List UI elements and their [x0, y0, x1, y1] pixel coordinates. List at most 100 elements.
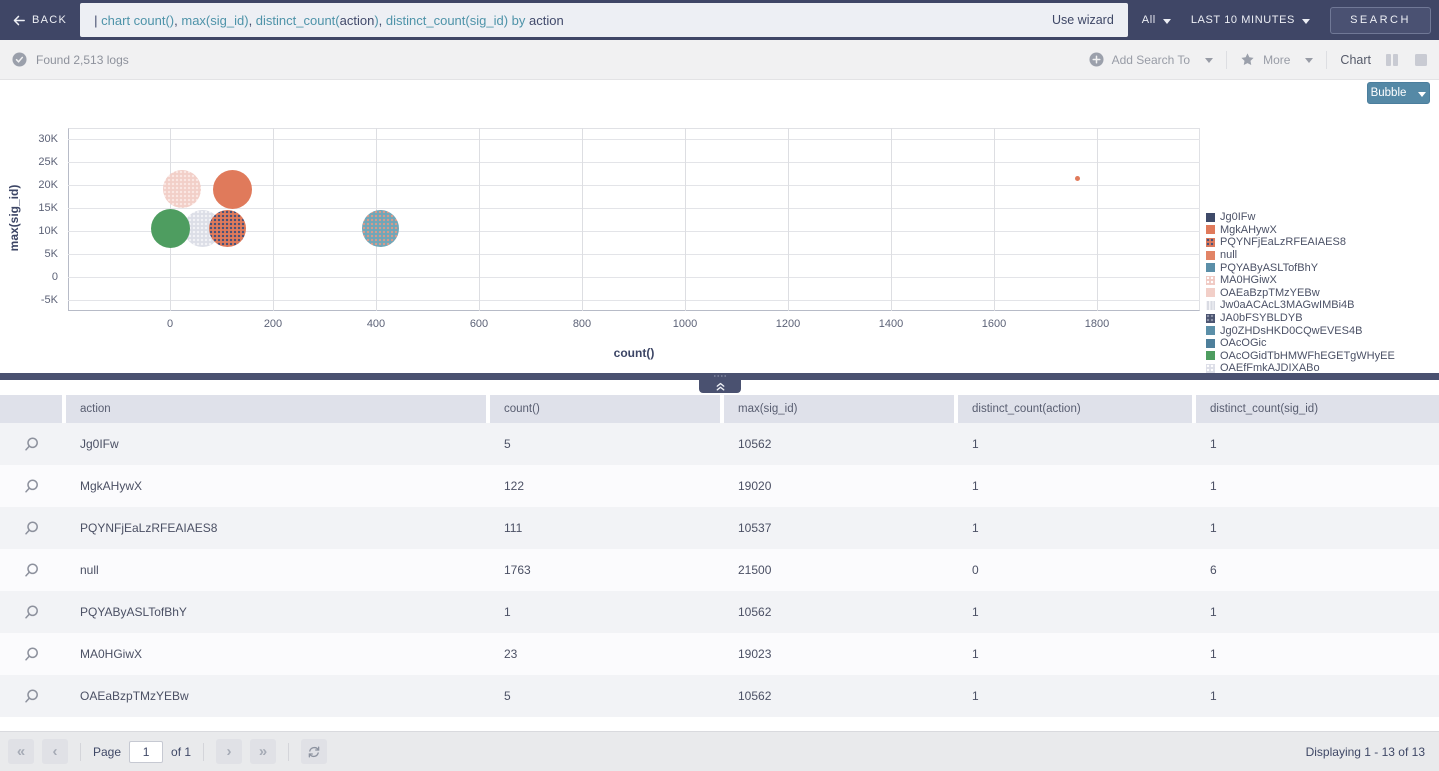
table-body: Jg0IFw 5 10562 1 1 MgkAHywX 122 19020 1 1 PQYNFjEa… — [0, 423, 1439, 717]
table-header-cell[interactable]: distinct_count(sig_id) — [1196, 395, 1439, 423]
magnifier-icon — [24, 436, 38, 451]
legend-item[interactable]: PQYAByASLTofBhY — [1206, 261, 1395, 274]
table-header-cell[interactable]: distinct_count(action) — [958, 395, 1192, 423]
time-range-dropdown[interactable]: LAST 10 MINUTES — [1191, 14, 1310, 26]
full-view-button[interactable] — [1413, 52, 1429, 68]
query-segment: ) — [374, 12, 379, 28]
legend-label: Jg0ZHDsHKD0CQwEVES4B — [1220, 324, 1363, 337]
table-cell: 1 — [972, 521, 979, 535]
row-search-icon[interactable] — [0, 507, 62, 549]
table-header-cell[interactable]: action — [66, 395, 486, 423]
search-button[interactable]: SEARCH — [1330, 6, 1431, 34]
legend-item[interactable]: OAEfFmkAJDIXABo — [1206, 362, 1395, 375]
table-cell: 10562 — [738, 689, 772, 703]
row-search-icon[interactable] — [0, 465, 62, 507]
status-bar-actions: Add Search To More Chart — [1089, 50, 1439, 69]
magnifier-icon — [24, 520, 38, 535]
table-cell: 111 — [504, 521, 523, 535]
page-input[interactable] — [129, 740, 164, 763]
x-axis-tick-label: 200 — [263, 318, 283, 330]
chart-bubble-Jg0ZHDsHKD0CQwEVES4B[interactable] — [361, 209, 399, 247]
chart-bubble-OAcOGidTbHMWFhEGETgWHyEE[interactable] — [151, 208, 190, 248]
legend-item[interactable]: JA0bFSYBLDYB — [1206, 312, 1395, 325]
legend-item[interactable]: OAcOGidTbHMWFhEGETgWHyEE — [1206, 350, 1395, 363]
table-cell: 1 — [1210, 479, 1217, 493]
gridline-vertical — [788, 128, 789, 311]
prev-page-button[interactable]: ‹ — [42, 739, 68, 764]
row-search-icon[interactable] — [0, 423, 62, 465]
chevron-left-icon: ‹ — [52, 743, 58, 760]
chart-bubble-MA0HGiwX[interactable] — [162, 170, 201, 209]
table-cell: 1 — [972, 647, 979, 661]
legend-label: PQYNFjEaLzRFEAIAES8 — [1220, 236, 1346, 249]
add-search-to-dropdown[interactable]: Add Search To — [1089, 52, 1214, 67]
table-cell: 1 — [972, 437, 979, 451]
pagination-bar: « ‹ Page of 1 › » Displaying 1 - 13 of 1… — [0, 731, 1439, 771]
page-of-label: of 1 — [171, 744, 192, 759]
legend-item[interactable]: null — [1206, 249, 1395, 262]
query-segment: distinct_count(sig_id) — [385, 12, 509, 28]
legend-item[interactable]: Jg0ZHDsHKD0CQwEVES4B — [1206, 324, 1395, 337]
y-axis-tick-label: 25K — [38, 156, 58, 168]
table-cell: 5 — [504, 437, 511, 451]
legend-label: Jw0aACAcL3MAGwIMBi4B — [1220, 299, 1355, 312]
next-page-button[interactable]: › — [216, 739, 243, 764]
collapse-table-button[interactable] — [699, 375, 741, 393]
drag-dots-icon — [713, 375, 727, 377]
legend-item[interactable]: OAEaBzpTMzYEBw — [1206, 287, 1395, 300]
gridline-horizontal — [68, 139, 1200, 140]
result-count: Found 2,513 logs — [0, 52, 129, 67]
query-segment: action — [525, 12, 564, 28]
table-cell: 10562 — [738, 437, 772, 451]
gridline-horizontal — [68, 231, 1200, 232]
table-row: MgkAHywX 122 19020 1 1 — [0, 465, 1439, 507]
table-header-cell[interactable]: count() — [490, 395, 720, 423]
last-page-button[interactable]: » — [250, 739, 277, 764]
legend-swatch — [1206, 363, 1215, 373]
legend-item[interactable]: OAcOGic — [1206, 337, 1395, 350]
chart-section-label: Chart — [1340, 52, 1371, 67]
legend-item[interactable]: Jg0IFw — [1206, 211, 1395, 224]
y-axis-tick-label: 0 — [51, 271, 58, 283]
first-page-button[interactable]: « — [8, 739, 34, 764]
chart-bubble-null[interactable] — [1075, 175, 1081, 181]
y-axis-tick-label: 30K — [38, 133, 58, 145]
legend-label: OAEaBzpTMzYEBw — [1220, 286, 1320, 299]
row-search-icon[interactable] — [0, 633, 62, 675]
chart-type-dropdown[interactable]: Bubble — [1367, 82, 1430, 104]
chart-bubble-MgkAHywX[interactable] — [213, 170, 253, 209]
gridline-vertical — [582, 128, 583, 311]
chart-bubble-PQYNFjEaLzRFEAIAES8[interactable] — [208, 210, 246, 248]
query-input[interactable]: | chart count(), max(sig_id), distinct_c… — [80, 3, 1128, 37]
magnifier-icon — [24, 646, 38, 661]
gridline-horizontal — [68, 208, 1200, 209]
y-axis-tick-label: 5K — [44, 248, 58, 260]
table-header-cell[interactable]: max(sig_id) — [724, 395, 954, 423]
add-search-to-label: Add Search To — [1111, 52, 1191, 67]
table-cell: 1 — [1210, 689, 1217, 703]
table-cell: 19020 — [738, 479, 772, 493]
back-button[interactable]: BACK — [0, 14, 80, 27]
gridline-horizontal — [68, 254, 1200, 255]
use-wizard-link[interactable]: Use wizard — [1051, 13, 1114, 27]
legend-item[interactable]: Jw0aACAcL3MAGwIMBi4B — [1206, 299, 1395, 312]
more-dropdown[interactable]: More — [1240, 52, 1314, 67]
gridline-vertical — [273, 128, 274, 311]
results-table: action count() max(sig_id) distinct_count(a… — [0, 395, 1439, 717]
gridline-vertical — [1097, 128, 1098, 311]
row-search-icon[interactable] — [0, 591, 62, 633]
legend-item[interactable]: MA0HGiwX — [1206, 274, 1395, 287]
row-search-icon[interactable] — [0, 675, 62, 717]
legend-swatch — [1206, 300, 1215, 310]
row-search-icon[interactable] — [0, 549, 62, 591]
legend-swatch — [1206, 313, 1215, 323]
table-row: MA0HGiwX 23 19023 1 1 — [0, 633, 1439, 675]
refresh-icon — [308, 745, 320, 758]
legend-swatch — [1206, 326, 1215, 336]
legend-swatch — [1206, 351, 1215, 361]
scope-dropdown[interactable]: All — [1142, 14, 1171, 26]
legend-item[interactable]: PQYNFjEaLzRFEAIAES8 — [1206, 236, 1395, 249]
legend-item[interactable]: MgkAHywX — [1206, 224, 1395, 237]
refresh-button[interactable] — [301, 739, 328, 764]
split-view-button[interactable] — [1384, 52, 1400, 68]
